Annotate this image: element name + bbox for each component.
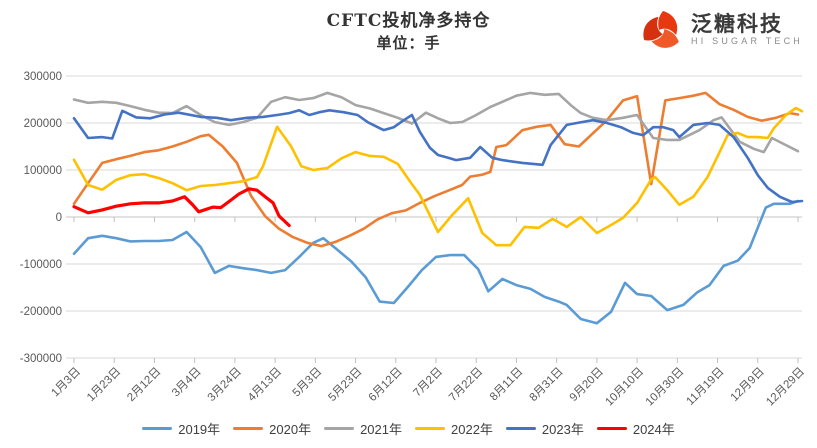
- chart-legend: 2019年 2020年 2021年 2022年 2023年 2024年: [0, 419, 817, 438]
- y-axis-tick-label: 100000: [24, 165, 62, 177]
- legend-item-2023: 2023年: [505, 419, 584, 438]
- legend-label: 2022年: [451, 422, 493, 437]
- legend-line-swatch: [596, 426, 627, 431]
- series-line-2020: [72, 91, 800, 248]
- series-line-2019: [72, 199, 800, 325]
- legend-label: 2021年: [360, 422, 402, 437]
- legend-item-2022: 2022年: [415, 419, 493, 438]
- legend-line-swatch: [233, 426, 264, 431]
- sugar-swirl-icon: [643, 11, 679, 48]
- legend-label: 2019年: [178, 422, 221, 437]
- legend-label: 2024年: [632, 422, 675, 437]
- x-axis-tick-label: 6月12日: [367, 366, 405, 404]
- x-axis-tick-label: 8月31日: [527, 366, 565, 404]
- y-axis-tick-label: -200000: [20, 306, 62, 318]
- legend-line-swatch: [142, 426, 173, 431]
- x-axis-tick-label: 1月3日: [49, 366, 83, 400]
- x-axis-tick-label: 3月24日: [206, 366, 244, 404]
- chart-unit-subtitle: 单位：手: [376, 34, 441, 52]
- x-axis-tick-label: 11月19日: [684, 366, 726, 408]
- y-axis-tick-label: 0: [56, 212, 62, 224]
- x-axis-tick-label: 12月29日: [764, 366, 807, 409]
- x-axis-tick-label: 4月13日: [246, 366, 284, 404]
- x-axis-tick-label: 5月23日: [326, 366, 364, 404]
- x-axis-tick-label: 10月30日: [644, 366, 687, 409]
- legend-item-2021: 2021年: [324, 419, 402, 438]
- legend-line-swatch: [505, 426, 536, 431]
- series-line-2021: [72, 91, 800, 154]
- y-axis-tick-label: -300000: [20, 353, 62, 365]
- x-axis-tick-label: 8月11日: [488, 366, 526, 404]
- legend-item-2024: 2024年: [596, 419, 675, 438]
- series-line-2023: [72, 109, 804, 204]
- x-axis-tick-label: 2月12日: [125, 366, 163, 404]
- legend-item-2020: 2020年: [233, 419, 311, 438]
- y-axis-tick-label: 200000: [24, 118, 62, 130]
- x-axis-tick-label: 7月22日: [447, 366, 485, 404]
- logo-tagline: HI SUGAR TECH: [691, 36, 803, 47]
- legend-item-2019: 2019年: [142, 419, 220, 438]
- y-axis-tick-label: -100000: [20, 259, 62, 271]
- hi-sugar-tech-logo: 泛糖科技 HI SUGAR TECH: [640, 8, 803, 52]
- y-axis-tick-label: 300000: [24, 71, 62, 83]
- x-axis-tick-label: 5月3日: [291, 366, 325, 400]
- legend-label: 2023年: [541, 422, 584, 437]
- logo-company-name: 泛糖科技: [691, 12, 784, 37]
- series-line-2024: [72, 187, 291, 228]
- legend-line-swatch: [415, 426, 445, 431]
- page-title: CFTC投机净多持仓: [326, 11, 491, 31]
- x-axis-tick-label: 9月20日: [568, 366, 606, 404]
- logo-text: 泛糖科技 HI SUGAR TECH: [691, 13, 803, 46]
- x-axis-tick-label: 1月23日: [85, 366, 123, 404]
- legend-label: 2020年: [269, 422, 312, 437]
- x-axis-tick-label: 3月4日: [170, 366, 204, 400]
- x-axis-tick-label: 12月9日: [729, 366, 767, 404]
- legend-line-swatch: [324, 426, 355, 431]
- x-axis-tick-label: 10月10日: [603, 366, 646, 409]
- series-line-2022: [72, 106, 804, 247]
- x-axis-tick-label: 7月2日: [411, 366, 445, 400]
